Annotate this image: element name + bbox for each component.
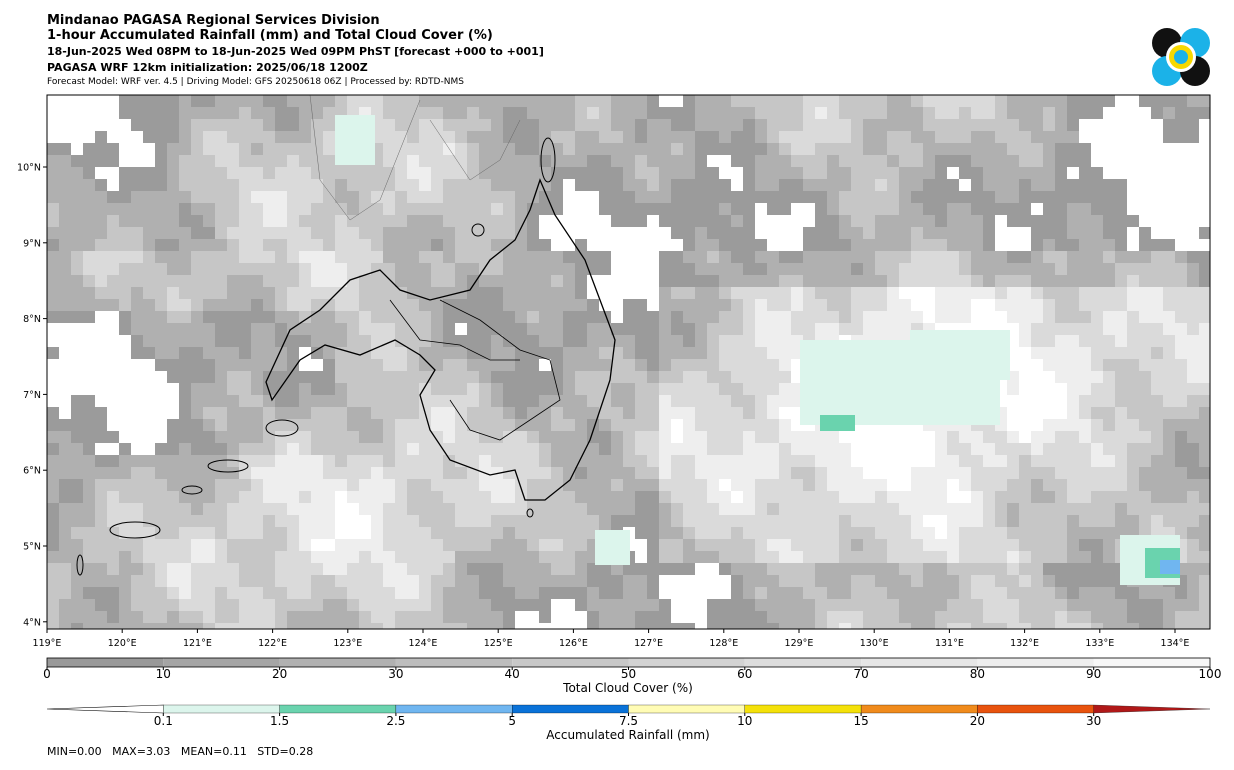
rain-extend-low xyxy=(46,704,164,714)
cloud-swatch xyxy=(977,658,1094,667)
lon-label: 123°E xyxy=(333,638,362,649)
model-info: Forecast Model: WRF ver. 4.5 | Driving M… xyxy=(47,77,464,87)
lat-label: 9°N xyxy=(23,238,41,249)
cloud-tick-label: 30 xyxy=(388,667,403,681)
rain-tick-label: 20 xyxy=(970,714,985,728)
lon-label: 124°E xyxy=(409,638,438,649)
cloud-tick-label: 70 xyxy=(853,667,868,681)
cloud-swatch xyxy=(395,658,513,667)
rain-swatch xyxy=(860,704,978,714)
cloud-tick-label: 80 xyxy=(970,667,985,681)
lon-label: 119°E xyxy=(33,638,62,649)
cloud-tick-label: 90 xyxy=(1086,667,1101,681)
rain-colorbar-label: Accumulated Rainfall (mm) xyxy=(546,728,709,742)
lon-label: 128°E xyxy=(709,638,738,649)
cloud-tick-label: 50 xyxy=(621,667,636,681)
rain-tick-label: 0.1 xyxy=(154,714,173,728)
lon-label: 129°E xyxy=(785,638,814,649)
rain-colorbar: 0.1 1.5 2.5 5 7.5 10 15 20 30 xyxy=(46,704,1211,728)
lon-label: 127°E xyxy=(634,638,663,649)
cloud-colorbar: 0 10 20 30 40 50 60 70 80 90 100 xyxy=(43,657,1222,681)
period: 18-Jun-2025 Wed 08PM to 18-Jun-2025 Wed … xyxy=(47,45,544,58)
cloud-cells xyxy=(47,95,1210,629)
lon-label: 131°E xyxy=(935,638,964,649)
cloud-tick-label: 40 xyxy=(505,667,520,681)
rain-patches xyxy=(335,115,1180,585)
cloud-tick-label: 100 xyxy=(1199,667,1222,681)
cloud-cells xyxy=(47,95,1210,629)
rain-tick-label: 15 xyxy=(853,714,868,728)
rain-swatch xyxy=(163,704,280,714)
cloud-tick-label: 20 xyxy=(272,667,287,681)
cloud-swatch xyxy=(47,658,164,667)
cloud-swatch xyxy=(163,658,280,667)
cloud-tick-label: 10 xyxy=(156,667,171,681)
lon-label: 121°E xyxy=(183,638,212,649)
rain-swatch xyxy=(512,704,629,714)
rain-tick-label: 5 xyxy=(508,714,516,728)
rain-swatch xyxy=(395,704,513,714)
cloud-swatch xyxy=(1093,658,1210,667)
lat-label: 5°N xyxy=(23,542,41,553)
map-frame xyxy=(46,94,1211,630)
cloud-colorbar-label: Total Cloud Cover (%) xyxy=(562,681,693,695)
cloud-cells xyxy=(47,95,1210,629)
logo xyxy=(1152,28,1210,86)
rain-extend-high xyxy=(1093,704,1211,714)
init: PAGASA WRF 12km initialization: 2025/06/… xyxy=(47,61,368,74)
lat-label: 4°N xyxy=(23,617,41,628)
lon-label: 134°E xyxy=(1161,638,1190,649)
rain-swatch xyxy=(628,704,745,714)
lat-label: 8°N xyxy=(23,314,41,325)
cloud-swatch xyxy=(279,658,396,667)
coastlines xyxy=(76,95,616,576)
cloud-tick-label: 0 xyxy=(43,667,51,681)
cloud-swatch xyxy=(744,658,862,667)
lon-label: 130°E xyxy=(860,638,889,649)
lon-label: 120°E xyxy=(108,638,137,649)
rain-swatch xyxy=(279,704,397,714)
subtitle: 1-hour Accumulated Rainfall (mm) and Tot… xyxy=(47,28,493,43)
lon-label: 132°E xyxy=(1010,638,1039,649)
cloud-swatch xyxy=(861,658,978,667)
cloud-cells xyxy=(83,95,1210,629)
cloud-field xyxy=(47,95,1210,629)
lon-label: 126°E xyxy=(559,638,588,649)
rain-tick-label: 30 xyxy=(1086,714,1101,728)
title: Mindanao PAGASA Regional Services Divisi… xyxy=(47,13,380,28)
statistics: MIN=0.00 MAX=3.03 MEAN=0.11 STD=0.28 xyxy=(47,745,313,758)
lat-label: 6°N xyxy=(23,466,41,477)
lon-label: 133°E xyxy=(1085,638,1114,649)
rain-tick-label: 7.5 xyxy=(619,714,638,728)
lon-label: 122°E xyxy=(258,638,287,649)
lat-label: 10°N xyxy=(17,163,41,174)
rain-tick-label: 10 xyxy=(737,714,752,728)
lat-label: 7°N xyxy=(23,390,41,401)
rain-swatch xyxy=(977,704,1094,714)
rain-tick-label: 1.5 xyxy=(270,714,289,728)
lon-label: 125°E xyxy=(484,638,513,649)
cloud-tick-label: 60 xyxy=(737,667,752,681)
cloud-swatch xyxy=(512,658,629,667)
cloud-swatch xyxy=(628,658,745,667)
rain-tick-label: 2.5 xyxy=(386,714,405,728)
rain-swatch xyxy=(744,704,862,714)
